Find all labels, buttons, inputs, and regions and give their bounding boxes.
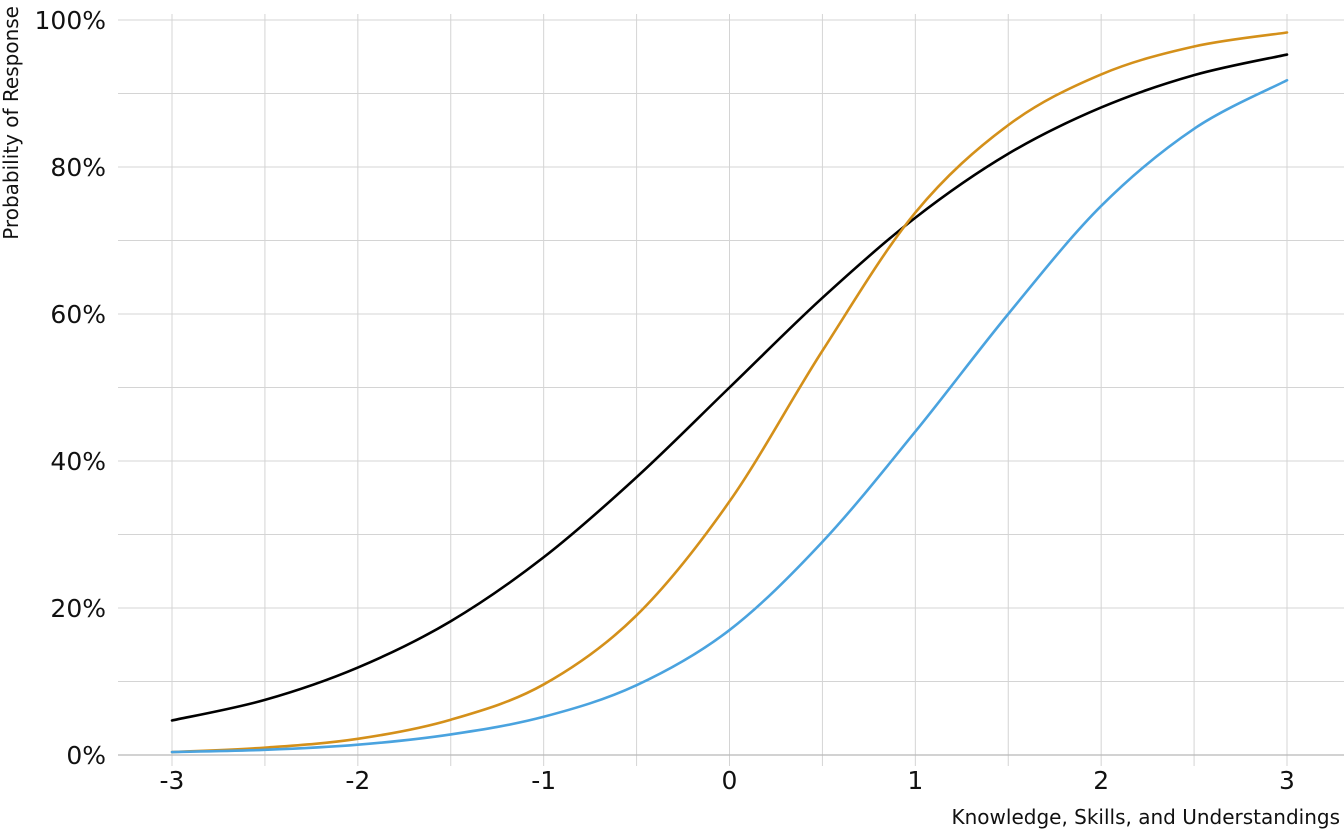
x-tick-label: 0: [722, 766, 738, 795]
x-tick-label: -1: [531, 766, 556, 795]
y-tick-label: 20%: [50, 594, 106, 623]
x-tick-label: -3: [160, 766, 185, 795]
curve-blue: [170, 78, 1289, 754]
y-tick-label: 100%: [35, 6, 106, 35]
y-axis-title: Probability of Response: [0, 6, 23, 240]
y-tick-label: 0%: [66, 741, 106, 770]
x-tick-label: -2: [345, 766, 370, 795]
x-tick-label: 1: [907, 766, 923, 795]
y-tick-label: 60%: [50, 300, 106, 329]
y-tick-label: 80%: [50, 153, 106, 182]
y-tick-label: 40%: [50, 447, 106, 476]
tick-labels: -3 -2 -1 0 1 2 3 0% 20% 40% 60% 80% 100%: [35, 6, 1295, 795]
curve-black: [170, 53, 1289, 722]
grid-lines: [118, 14, 1344, 766]
x-tick-label: 3: [1279, 766, 1295, 795]
x-axis-title: Knowledge, Skills, and Understandings: [952, 805, 1341, 829]
x-tick-label: 2: [1093, 766, 1109, 795]
curve-orange: [170, 31, 1289, 754]
curves: [170, 31, 1289, 754]
